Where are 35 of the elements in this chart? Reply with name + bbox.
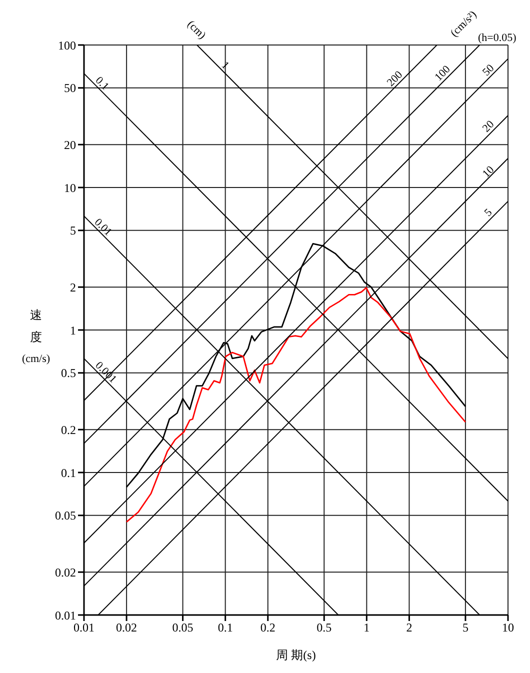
x-tick-label: 2 <box>406 620 412 635</box>
y-tick-label: 0.2 <box>61 422 76 437</box>
annotation: 0.01 <box>92 216 114 238</box>
y-tick-label: 10 <box>64 180 76 195</box>
y-tick-label: 100 <box>58 38 76 52</box>
annotation: 200 <box>384 68 406 89</box>
y-tick-label: 0.05 <box>55 508 76 523</box>
x-axis-title: 周 期(s) <box>276 648 316 662</box>
y-tick-label: 5 <box>70 224 76 238</box>
x-tick-label: 10 <box>502 620 514 635</box>
text: (h=0.05) <box>478 32 516 44</box>
x-tick-label: 0.02 <box>116 620 138 635</box>
annotation: 1 <box>218 59 232 72</box>
annotation: 10 <box>480 163 497 180</box>
y-tick-label: 0.1 <box>61 466 76 480</box>
text: (cm) <box>184 18 208 42</box>
y-tick-label: 2 <box>70 280 76 294</box>
x-tick-label: 0.5 <box>316 620 332 635</box>
annotation: 5 <box>482 206 496 220</box>
annotation: 100 <box>432 62 454 84</box>
annotation: 0.1 <box>92 74 112 93</box>
x-tick-label: 0.1 <box>218 620 233 635</box>
y-tick-label: 50 <box>64 81 76 96</box>
y-tick-label: 0.02 <box>55 565 76 580</box>
annotation: 20 <box>480 118 497 135</box>
x-tick-label: 0.2 <box>260 620 276 635</box>
y-axis-title: 速度 (cm/s) <box>20 307 52 367</box>
x-tick-label: 0.05 <box>172 620 194 635</box>
y-tick-label: 1 <box>70 323 76 338</box>
y-tick-label: 0.5 <box>61 366 76 380</box>
annotation: 50 <box>480 62 497 78</box>
x-tick-label: 1 <box>364 620 370 635</box>
x-tick-label: 5 <box>462 620 468 635</box>
y-tick-label: 20 <box>64 138 76 152</box>
y-tick-label: 0.01 <box>55 608 76 622</box>
